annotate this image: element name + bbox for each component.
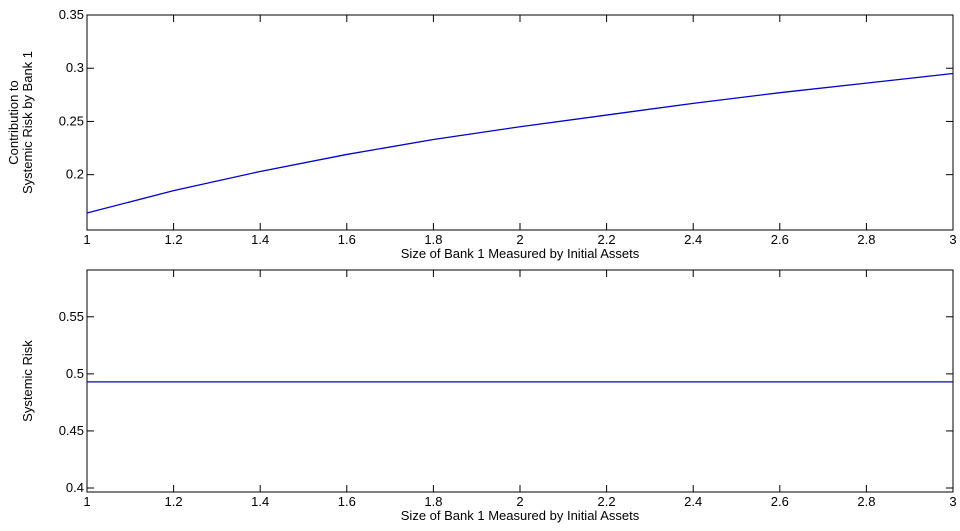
plot-area [86, 269, 954, 493]
y-tick-label: 0.2 [66, 167, 84, 182]
x-tick-label: 1.6 [338, 232, 356, 247]
x-tick-label: 3 [949, 494, 956, 509]
x-tick-label: 1.2 [165, 232, 183, 247]
y-tick-label: 0.5 [66, 366, 84, 381]
y-tick-label: 0.25 [59, 113, 84, 128]
x-tick-label: 2 [516, 232, 523, 247]
x-tick-label: 1.8 [424, 494, 442, 509]
data-line [86, 72, 954, 214]
y-axis-label: Contribution to [6, 80, 21, 165]
x-tick-label: 2.4 [684, 232, 702, 247]
x-tick-label: 2.4 [684, 494, 702, 509]
x-axis-label: Size of Bank 1 Measured by Initial Asset… [401, 508, 640, 523]
y-tick-label: 0.4 [66, 480, 84, 495]
x-tick-label: 2.8 [857, 494, 875, 509]
x-tick-label: 2.6 [771, 232, 789, 247]
x-tick-label: 2.2 [598, 232, 616, 247]
plot-area [86, 14, 954, 231]
y-tick-label: 0.45 [59, 423, 84, 438]
x-tick-label: 2.8 [857, 232, 875, 247]
y-axis-label: Systemic Risk [20, 340, 35, 422]
x-tick-label: 1.4 [251, 494, 269, 509]
x-tick-label: 1 [83, 232, 90, 247]
x-tick-label: 2 [516, 494, 523, 509]
y-tick-label: 0.3 [66, 60, 84, 75]
x-tick-label: 1.4 [251, 232, 269, 247]
y-tick-label: 0.55 [59, 309, 84, 324]
x-tick-label: 1.8 [424, 232, 442, 247]
x-tick-label: 2.6 [771, 494, 789, 509]
x-tick-label: 1.2 [165, 494, 183, 509]
x-tick-label: 2.2 [598, 494, 616, 509]
x-axis-label: Size of Bank 1 Measured by Initial Asset… [401, 246, 640, 261]
x-tick-label: 3 [949, 232, 956, 247]
y-tick-label: 0.35 [59, 7, 84, 22]
x-tick-label: 1.6 [338, 494, 356, 509]
x-tick-label: 1 [83, 494, 90, 509]
y-axis-label: Systemic Risk by Bank 1 [20, 51, 35, 194]
